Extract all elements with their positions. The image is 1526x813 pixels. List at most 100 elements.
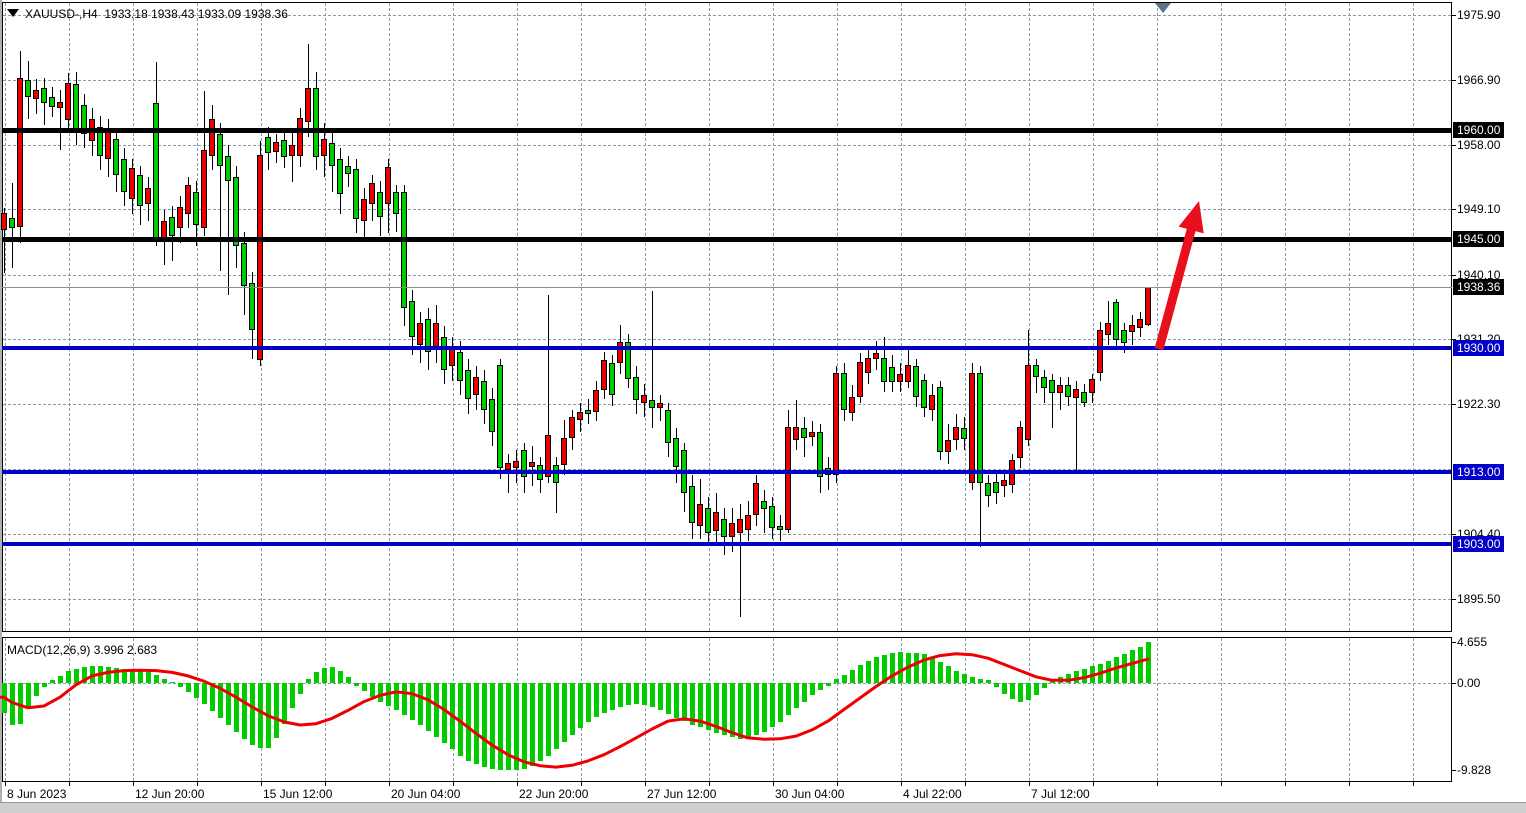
macd-histogram-bar — [986, 680, 991, 683]
candle-wick — [1060, 377, 1061, 410]
candle-body — [57, 102, 63, 108]
macd-histogram-bar — [538, 683, 543, 761]
macd-histogram-bar — [1074, 671, 1079, 683]
candle-body — [193, 192, 199, 225]
candle-body — [1001, 480, 1007, 486]
macd-histogram-bar — [322, 668, 327, 683]
macd-histogram-bar — [434, 683, 439, 737]
price-axis-label: 1922.30 — [1457, 397, 1501, 411]
macd-histogram-bar — [786, 683, 791, 715]
macd-axis-tick — [1451, 770, 1456, 771]
macd-histogram-bar — [706, 683, 711, 730]
macd-histogram-bar — [778, 683, 783, 722]
macd-histogram-bar — [370, 683, 375, 697]
candle-body — [793, 427, 799, 440]
vertical-gridline — [325, 638, 326, 781]
macd-histogram-bar — [386, 683, 391, 706]
candle-body — [753, 483, 759, 515]
candle-body — [673, 438, 679, 467]
candle-body — [1105, 323, 1111, 335]
candle-body — [1145, 287, 1151, 325]
candle-body — [985, 483, 991, 496]
candle-wick — [796, 400, 797, 450]
vertical-gridline — [1093, 3, 1094, 631]
candle-body — [505, 463, 511, 470]
candle-body — [1041, 377, 1047, 388]
macd-histogram-bar — [162, 679, 167, 683]
macd-histogram-bar — [738, 683, 743, 739]
macd-histogram-bar — [170, 682, 175, 683]
candle-body — [409, 301, 415, 337]
vertical-gridline — [1221, 3, 1222, 631]
candle-body — [1081, 392, 1087, 403]
candle-body — [617, 342, 623, 363]
vertical-gridline — [1029, 638, 1030, 781]
vertical-gridline — [709, 3, 710, 631]
candle-body — [761, 501, 767, 509]
time-axis-tick — [69, 782, 70, 786]
macd-histogram-bar — [546, 683, 551, 756]
macd-histogram-bar — [410, 683, 415, 720]
support-resistance-line[interactable] — [2, 128, 1451, 133]
price-chart-panel[interactable] — [2, 2, 1452, 632]
chart-shift-marker-icon[interactable] — [1155, 3, 1171, 13]
candle-body — [305, 88, 311, 122]
macd-histogram-bar — [178, 683, 183, 687]
macd-axis-label: -9.828 — [1457, 763, 1492, 777]
candle-body — [841, 373, 847, 410]
chart-title: XAUUSD-,H4 1933.18 1938.43 1933.09 1938.… — [7, 7, 288, 21]
price-axis-label: 1958.00 — [1457, 138, 1501, 152]
candle-body — [393, 192, 399, 214]
macd-histogram-bar — [562, 683, 567, 742]
candle-body — [65, 83, 71, 120]
macd-histogram-bar — [274, 683, 279, 738]
time-axis-label: 15 Jun 12:00 — [263, 787, 333, 801]
time-axis-tick — [1413, 782, 1414, 786]
candle-body — [1137, 319, 1143, 328]
support-resistance-line[interactable] — [2, 470, 1451, 474]
support-resistance-line[interactable] — [2, 346, 1451, 350]
macd-histogram-bar — [242, 683, 247, 739]
candle-body — [433, 323, 439, 348]
support-resistance-line[interactable] — [2, 542, 1451, 546]
macd-histogram-bar — [82, 667, 87, 683]
time-axis-tick — [1285, 782, 1286, 786]
macd-histogram-bar — [1042, 683, 1047, 688]
candle-body — [945, 440, 951, 452]
candle-wick — [220, 123, 221, 271]
candle-body — [1017, 427, 1023, 458]
macd-histogram-bar — [610, 683, 615, 710]
candle-body — [697, 504, 703, 526]
panel-divider[interactable] — [2, 633, 1452, 637]
candle-body — [489, 399, 495, 432]
macd-histogram-bar — [394, 683, 399, 710]
window-left-edge — [0, 0, 2, 813]
candle-body — [313, 88, 319, 157]
macd-histogram-bar — [450, 683, 455, 749]
support-resistance-line[interactable] — [2, 237, 1451, 242]
horizontal-scroll-area[interactable] — [0, 802, 1526, 813]
macd-axis-label: 4.655 — [1457, 635, 1488, 649]
macd-histogram-bar — [882, 655, 887, 683]
candle-body — [97, 127, 103, 156]
candle-body — [1, 213, 7, 230]
macd-histogram-bar — [682, 683, 687, 721]
macd-histogram-bar — [1066, 674, 1071, 683]
time-axis-tick — [1093, 782, 1094, 786]
macd-histogram-bar — [58, 676, 63, 683]
vertical-gridline — [1285, 3, 1286, 631]
candle-body — [273, 142, 279, 152]
macd-histogram-bar — [530, 683, 535, 766]
price-axis-tick — [1451, 209, 1456, 210]
candle-body — [865, 358, 871, 373]
macd-histogram-bar — [730, 683, 735, 737]
candle-body — [881, 358, 887, 382]
candle-body — [545, 435, 551, 477]
candle-body — [1049, 380, 1055, 393]
macd-histogram-bar — [906, 653, 911, 683]
macd-axis-tick — [1451, 683, 1456, 684]
candle-body — [41, 88, 47, 103]
macd-histogram-bar — [138, 671, 143, 683]
horizontal-gridline — [3, 209, 1451, 210]
candle-wick — [764, 490, 765, 533]
